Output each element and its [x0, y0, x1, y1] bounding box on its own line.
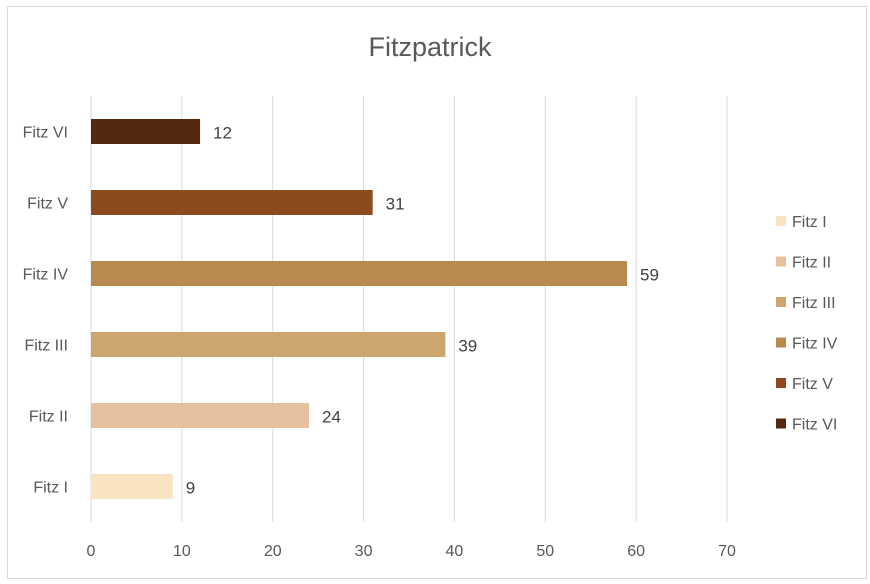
legend-label: Fitz IV [792, 336, 838, 353]
data-label: 12 [213, 124, 232, 143]
x-axis-ticks: 0 10 20 30 40 50 60 70 [87, 543, 736, 560]
legend-swatch [776, 297, 786, 307]
data-label: 39 [458, 337, 477, 356]
x-tick-label: 70 [718, 543, 736, 560]
x-tick-label: 30 [355, 543, 373, 560]
legend-label: Fitz VI [792, 417, 837, 434]
category-label: Fitz II [29, 409, 68, 426]
legend-label: Fitz I [792, 214, 827, 231]
legend: Fitz I Fitz II Fitz III Fitz IV Fitz V Fitz V… [776, 214, 838, 434]
category-label: Fitz I [33, 480, 68, 497]
bar-fitz-vi [91, 119, 201, 144]
bar-fitz-v [91, 190, 373, 215]
category-label: Fitz VI [23, 125, 68, 142]
legend-label: Fitz II [792, 255, 831, 272]
data-label: 24 [322, 408, 341, 427]
data-label: 59 [640, 266, 659, 285]
bar-fitz-iii [91, 332, 446, 357]
bar-fitz-iv [91, 261, 628, 286]
category-label: Fitz III [24, 338, 68, 355]
data-label: 31 [386, 195, 405, 214]
chart-title: Fitzpatrick [368, 32, 492, 62]
bar-fitz-ii [91, 403, 310, 428]
x-tick-label: 0 [87, 543, 96, 560]
data-label: 9 [186, 479, 195, 498]
data-labels: 9 24 39 59 31 12 [186, 124, 659, 498]
legend-label: Fitz V [792, 376, 833, 393]
legend-swatch [776, 378, 786, 388]
legend-swatch [776, 418, 786, 429]
x-tick-label: 10 [173, 543, 191, 560]
legend-swatch [776, 216, 786, 226]
x-tick-label: 40 [446, 543, 464, 560]
legend-label: Fitz III [792, 295, 836, 312]
bar-fitz-i [91, 474, 173, 499]
category-label: Fitz V [27, 196, 68, 213]
x-tick-label: 60 [627, 543, 645, 560]
x-tick-label: 20 [264, 543, 282, 560]
gridlines [90, 96, 728, 522]
category-labels: Fitz I Fitz II Fitz III Fitz IV Fitz V Fitz V… [23, 125, 69, 497]
legend-swatch [776, 337, 786, 348]
x-tick-label: 50 [536, 543, 554, 560]
bars [91, 119, 628, 499]
legend-swatch [776, 256, 786, 267]
category-label: Fitz IV [23, 267, 69, 284]
